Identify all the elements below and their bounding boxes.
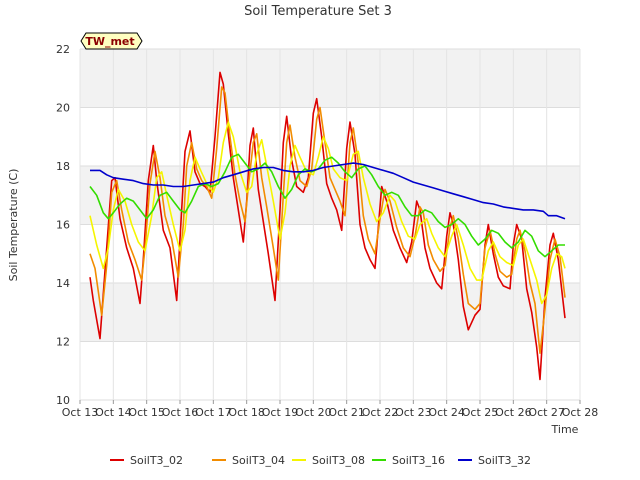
series-line-soilt3_08 xyxy=(89,121,566,305)
x-tick-label: Oct 22 xyxy=(362,406,399,419)
y-tick-label: 10 xyxy=(56,394,70,407)
x-tick-label: Oct 16 xyxy=(162,406,199,419)
badge-shape xyxy=(80,32,143,50)
plot-band xyxy=(80,49,580,108)
y-tick-label: 20 xyxy=(56,102,70,115)
legend-label: SoilT3_32 xyxy=(478,454,531,467)
x-tick-label: Oct 18 xyxy=(228,406,265,419)
legend-label: SoilT3_02 xyxy=(130,454,183,467)
plot-band xyxy=(80,283,580,342)
y-axis-label: Soil Temperature (C) xyxy=(7,169,20,282)
x-tick-label: Oct 26 xyxy=(495,406,532,419)
legend-label: SoilT3_04 xyxy=(232,454,285,467)
chart-title: Soil Temperature Set 3 xyxy=(244,4,392,19)
badge-label: TW_met xyxy=(85,35,134,48)
x-tick-label: Oct 14 xyxy=(95,406,132,419)
y-tick-label: 12 xyxy=(56,336,70,349)
station-badge: TW_met xyxy=(80,32,143,50)
series-line-soilt3_16 xyxy=(89,153,565,258)
y-tick-label: 22 xyxy=(56,43,70,56)
legend-label: SoilT3_16 xyxy=(392,454,445,467)
x-tick-label: Oct 15 xyxy=(128,406,165,419)
y-tick-label: 14 xyxy=(56,277,70,290)
series-line-soilt3_32 xyxy=(90,162,566,220)
x-tick-label: Oct 24 xyxy=(428,406,465,419)
legend-label: SoilT3_08 xyxy=(312,454,365,467)
y-axis-ticks: 10 12 14 16 18 20 22 xyxy=(56,43,70,407)
x-tick-label: Oct 28 xyxy=(562,406,599,419)
x-tick-label: Oct 25 xyxy=(462,406,499,419)
x-axis-label: Time xyxy=(551,423,579,436)
x-tick-label: Oct 23 xyxy=(395,406,432,419)
x-tick-label: Oct 19 xyxy=(262,406,299,419)
x-tick-label: Oct 27 xyxy=(528,406,565,419)
y-tick-label: 18 xyxy=(56,160,70,173)
x-tick-label: Oct 21 xyxy=(328,406,365,419)
x-tick-label: Oct 20 xyxy=(295,406,332,419)
series-lines xyxy=(89,71,566,381)
legend: SoilT3_02 SoilT3_04 SoilT3_08 SoilT3_16 Soil… xyxy=(110,454,531,467)
x-tick-label: Oct 17 xyxy=(195,406,232,419)
y-tick-label: 16 xyxy=(56,219,70,232)
x-tick-label: Oct 13 xyxy=(62,406,99,419)
